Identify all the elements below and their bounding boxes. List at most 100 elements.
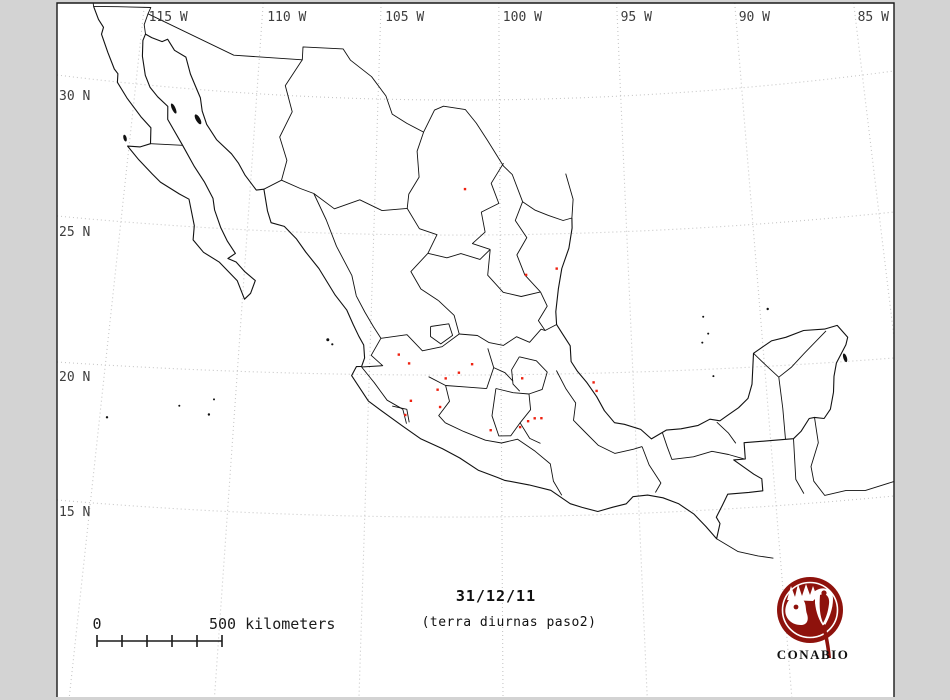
logo-bird-body — [819, 594, 830, 623]
island — [123, 134, 127, 142]
boundary-line — [641, 446, 662, 493]
island — [707, 332, 710, 335]
scalebar-zero-label: 0 — [92, 615, 101, 633]
boundary-line — [445, 422, 563, 496]
scale-bar: 0 500 kilometers — [92, 615, 335, 647]
island — [712, 375, 715, 378]
logo-deer-eye — [793, 604, 799, 610]
boundary-line — [428, 376, 450, 424]
fire-point — [518, 425, 522, 429]
boundary-line — [716, 421, 737, 444]
logo-bird-tail — [822, 624, 831, 658]
fire-point — [470, 363, 474, 366]
fire-point — [436, 388, 439, 391]
dataset-label: (terra diurnas paso2) — [422, 615, 597, 630]
fire-point — [463, 187, 467, 191]
coastline — [93, 6, 849, 540]
fire-point — [555, 267, 558, 270]
island — [701, 341, 704, 344]
boundary-line — [406, 131, 425, 209]
boundary-line — [445, 385, 487, 390]
fire-point — [592, 381, 595, 384]
boundary-line — [279, 59, 303, 181]
island — [213, 398, 215, 401]
fire-detection-points — [397, 187, 598, 432]
lat-axis-label: 25 N — [59, 225, 90, 240]
boundary-line — [361, 366, 407, 424]
island — [331, 343, 334, 346]
fire-point — [524, 273, 528, 277]
lat-axis-label: 15 N — [59, 505, 90, 520]
boundary-line — [556, 370, 643, 454]
graticule-grid — [57, 3, 894, 697]
fire-point — [457, 371, 461, 374]
parallel-gridline — [57, 211, 894, 236]
longitude-axis-labels: 115 W 110 W 105 W 100 W 95 W 90 W 85 W — [149, 10, 889, 25]
lon-axis-label: 100 W — [503, 10, 542, 25]
boundary-line — [514, 201, 541, 293]
boundary-line — [519, 356, 548, 395]
boundary-line — [493, 367, 514, 382]
conabio-logo: CONABIO — [777, 577, 850, 662]
parallel-gridline — [57, 495, 894, 518]
lon-axis-label: 95 W — [621, 10, 652, 25]
latitude-axis-labels: 30 N 25 N 20 N 15 N — [59, 89, 90, 520]
boundary-line — [150, 143, 183, 146]
lon-axis-label: 105 W — [385, 10, 424, 25]
parallel-gridline — [57, 357, 894, 376]
fire-point — [526, 420, 530, 423]
boundary-line — [793, 438, 805, 494]
island — [105, 416, 109, 419]
meridian-gridline — [734, 3, 793, 697]
meridian-gridline — [853, 3, 894, 343]
island — [842, 353, 848, 363]
lat-axis-label: 30 N — [59, 89, 90, 104]
boundary-line — [263, 179, 282, 190]
boundary-line — [281, 179, 314, 194]
scale-bar-ticks — [96, 635, 223, 647]
boundary-line — [313, 193, 357, 296]
logo-caption: CONABIO — [777, 647, 850, 662]
boundary-line — [519, 422, 541, 444]
boundary-line — [427, 249, 491, 260]
boundary-line — [778, 330, 827, 378]
boundary-line — [471, 162, 504, 250]
boundary-line — [537, 291, 557, 331]
island — [766, 307, 769, 311]
fire-point — [595, 389, 598, 393]
island — [326, 338, 330, 342]
boundary-line — [716, 538, 774, 559]
scalebar-distance-label: 500 kilometers — [209, 615, 335, 633]
date-label: 31/12/11 — [456, 587, 536, 605]
map-frame — [56, 2, 895, 697]
fire-point — [540, 417, 543, 420]
boundary-line — [487, 249, 541, 297]
lon-axis-label: 115 W — [149, 10, 188, 25]
boundary-line — [392, 405, 410, 423]
mexico-map-outline — [92, 3, 894, 559]
boundary-line — [661, 432, 745, 460]
boundary-line — [430, 323, 454, 345]
boundary-line — [313, 193, 408, 212]
fire-point — [409, 399, 413, 402]
boundary-line — [380, 300, 460, 352]
fire-point — [489, 429, 492, 432]
boundary-line — [810, 417, 894, 496]
fire-point — [444, 377, 447, 380]
boundary-line — [459, 328, 546, 346]
fire-point — [533, 417, 536, 420]
fire-point — [438, 405, 442, 409]
boundary-line — [778, 377, 786, 440]
lon-axis-label: 85 W — [858, 10, 889, 25]
lat-axis-label: 20 N — [59, 370, 90, 385]
fire-point — [521, 377, 524, 380]
boundary-line — [93, 5, 573, 221]
island — [702, 315, 705, 318]
boundary-line — [143, 13, 149, 35]
island — [178, 404, 181, 407]
logo-bird-head — [821, 590, 827, 596]
boundary-line — [410, 252, 439, 302]
fire-point — [397, 353, 400, 356]
